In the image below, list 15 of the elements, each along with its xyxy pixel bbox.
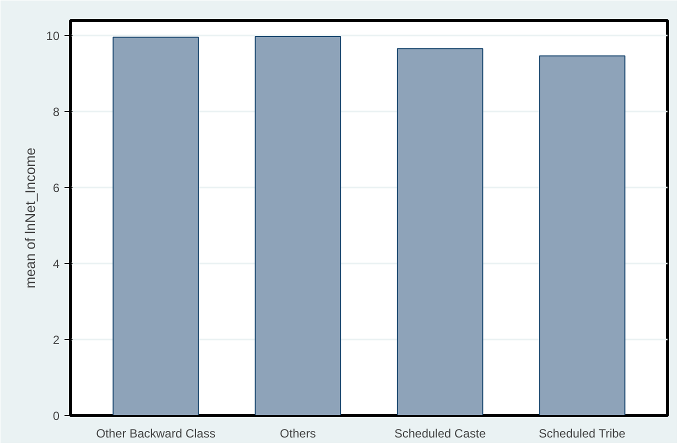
bar <box>539 55 626 416</box>
y-tick-label: 6 <box>52 181 60 196</box>
bar <box>396 48 484 416</box>
y-tick-label: 4 <box>52 257 60 272</box>
bar <box>112 36 199 416</box>
y-tick-label: 8 <box>52 105 60 120</box>
y-tick-label: 0 <box>52 409 60 423</box>
y-tick-label: 2 <box>52 333 60 348</box>
x-tick-label: Scheduled Caste <box>394 426 486 440</box>
y-tick-label: 10 <box>46 29 60 44</box>
bar <box>254 36 342 416</box>
y-axis-title: mean of lnNet_Income <box>22 147 38 288</box>
x-tick-label: Scheduled Tribe <box>538 426 626 440</box>
x-tick-label: Others <box>280 426 316 440</box>
x-tick-label: Other Backward Class <box>96 426 216 440</box>
